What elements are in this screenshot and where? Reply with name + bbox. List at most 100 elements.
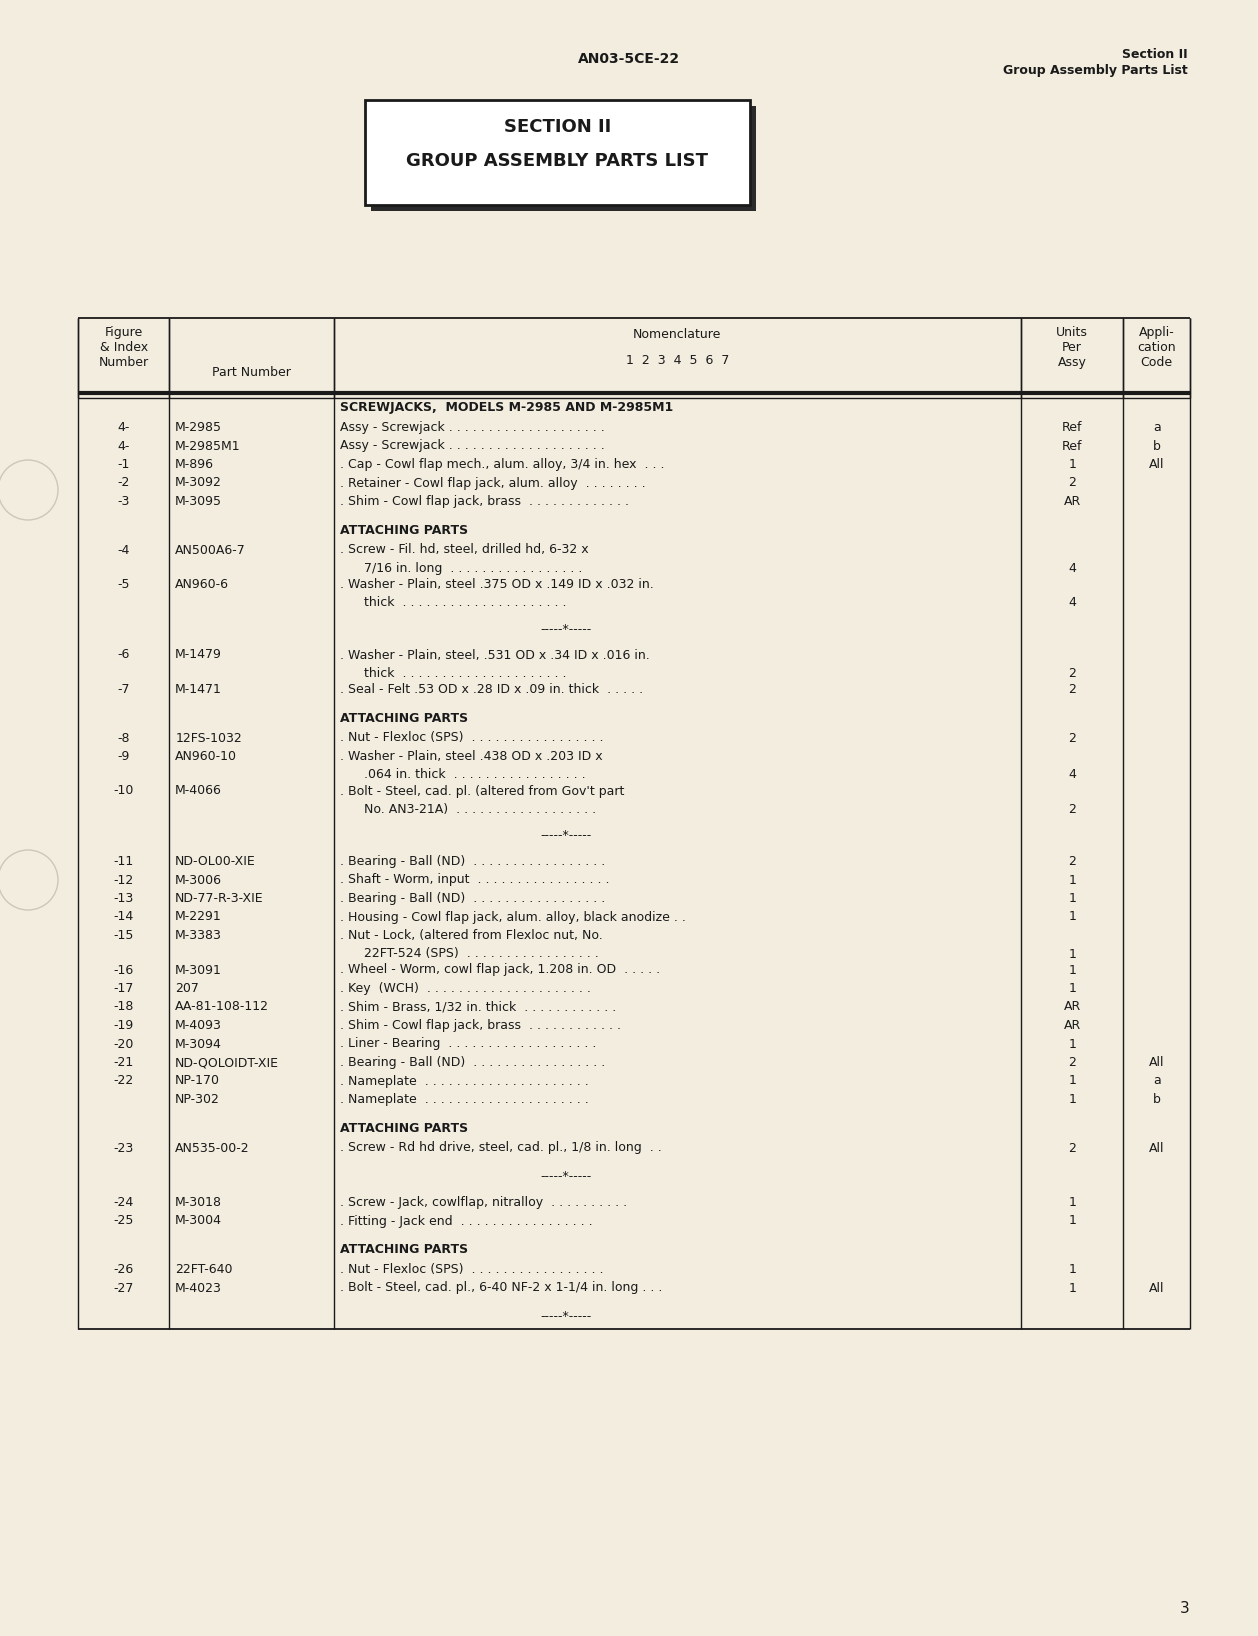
Text: -3: -3 xyxy=(117,496,130,509)
Text: 4: 4 xyxy=(1068,563,1076,574)
Text: 4: 4 xyxy=(1068,597,1076,610)
Text: 22FT-524 (SPS)  . . . . . . . . . . . . . . . . .: 22FT-524 (SPS) . . . . . . . . . . . . .… xyxy=(340,947,599,960)
Text: M-1479: M-1479 xyxy=(175,648,223,661)
Text: 1: 1 xyxy=(1068,982,1076,995)
Text: 2: 2 xyxy=(1068,803,1076,816)
Text: . Nut - Flexloc (SPS)  . . . . . . . . . . . . . . . . .: . Nut - Flexloc (SPS) . . . . . . . . . … xyxy=(340,1263,604,1276)
Text: 22FT-640: 22FT-640 xyxy=(175,1263,233,1276)
Text: Figure
& Index
Number: Figure & Index Number xyxy=(98,326,148,370)
Text: -26: -26 xyxy=(113,1263,133,1276)
Text: -15: -15 xyxy=(113,929,133,942)
Text: -16: -16 xyxy=(113,964,133,977)
Text: SECTION II: SECTION II xyxy=(504,118,611,136)
Text: -13: -13 xyxy=(113,892,133,905)
Text: Ref: Ref xyxy=(1062,440,1082,453)
Text: Assy - Screwjack . . . . . . . . . . . . . . . . . . . .: Assy - Screwjack . . . . . . . . . . . .… xyxy=(340,440,605,453)
Text: a: a xyxy=(1152,1075,1161,1088)
Text: 2: 2 xyxy=(1068,682,1076,695)
Text: M-3004: M-3004 xyxy=(175,1214,223,1227)
Text: . Wheel - Worm, cowl flap jack, 1.208 in. OD  . . . . .: . Wheel - Worm, cowl flap jack, 1.208 in… xyxy=(340,964,660,977)
Text: 1: 1 xyxy=(1068,1281,1076,1294)
Text: -14: -14 xyxy=(113,911,133,923)
Text: . Nut - Flexloc (SPS)  . . . . . . . . . . . . . . . . .: . Nut - Flexloc (SPS) . . . . . . . . . … xyxy=(340,731,604,744)
Text: AR: AR xyxy=(1063,1001,1081,1013)
Text: Units
Per
Assy: Units Per Assy xyxy=(1057,326,1088,370)
Text: . Shim - Cowl flap jack, brass  . . . . . . . . . . . .: . Shim - Cowl flap jack, brass . . . . .… xyxy=(340,1019,620,1032)
Text: M-2985M1: M-2985M1 xyxy=(175,440,240,453)
Circle shape xyxy=(0,851,58,910)
Text: . Screw - Fil. hd, steel, drilled hd, 6-32 x: . Screw - Fil. hd, steel, drilled hd, 6-… xyxy=(340,543,589,556)
Text: -----*-----: -----*----- xyxy=(540,1170,591,1183)
Text: . Shim - Brass, 1/32 in. thick  . . . . . . . . . . . .: . Shim - Brass, 1/32 in. thick . . . . .… xyxy=(340,1001,616,1013)
Text: -21: -21 xyxy=(113,1055,133,1068)
Text: . Nameplate  . . . . . . . . . . . . . . . . . . . . .: . Nameplate . . . . . . . . . . . . . . … xyxy=(340,1075,589,1088)
Text: M-2291: M-2291 xyxy=(175,911,221,923)
Text: 1: 1 xyxy=(1068,1075,1076,1088)
Text: . Bearing - Ball (ND)  . . . . . . . . . . . . . . . . .: . Bearing - Ball (ND) . . . . . . . . . … xyxy=(340,892,605,905)
Text: 1: 1 xyxy=(1068,1196,1076,1209)
Text: M-3006: M-3006 xyxy=(175,874,223,887)
Text: -27: -27 xyxy=(113,1281,133,1294)
Text: . Washer - Plain, steel .375 OD x .149 ID x .032 in.: . Washer - Plain, steel .375 OD x .149 I… xyxy=(340,578,653,591)
Text: -22: -22 xyxy=(113,1075,133,1088)
Text: Part Number: Part Number xyxy=(213,366,291,380)
Text: GROUP ASSEMBLY PARTS LIST: GROUP ASSEMBLY PARTS LIST xyxy=(406,152,708,170)
Text: -2: -2 xyxy=(117,476,130,489)
Text: Group Assembly Parts List: Group Assembly Parts List xyxy=(1003,64,1188,77)
Text: All: All xyxy=(1149,458,1165,471)
Text: 2: 2 xyxy=(1068,476,1076,489)
Text: 4-: 4- xyxy=(117,440,130,453)
Text: . Bearing - Ball (ND)  . . . . . . . . . . . . . . . . .: . Bearing - Ball (ND) . . . . . . . . . … xyxy=(340,1055,605,1068)
Text: AN03-5CE-22: AN03-5CE-22 xyxy=(577,52,681,65)
Text: All: All xyxy=(1149,1055,1165,1068)
Text: -11: -11 xyxy=(113,856,133,869)
Text: -6: -6 xyxy=(117,648,130,661)
Text: -8: -8 xyxy=(117,731,130,744)
Text: 12FS-1032: 12FS-1032 xyxy=(175,731,242,744)
Text: AA-81-108-112: AA-81-108-112 xyxy=(175,1001,269,1013)
Text: ATTACHING PARTS: ATTACHING PARTS xyxy=(340,712,468,725)
Text: -10: -10 xyxy=(113,785,133,797)
Text: thick  . . . . . . . . . . . . . . . . . . . . .: thick . . . . . . . . . . . . . . . . . … xyxy=(340,667,566,681)
Text: b: b xyxy=(1152,440,1161,453)
Text: ATTACHING PARTS: ATTACHING PARTS xyxy=(340,1243,468,1256)
Text: NP-170: NP-170 xyxy=(175,1075,220,1088)
Text: NP-302: NP-302 xyxy=(175,1093,220,1106)
Text: ATTACHING PARTS: ATTACHING PARTS xyxy=(340,524,468,537)
Text: M-4023: M-4023 xyxy=(175,1281,223,1294)
Text: -----*-----: -----*----- xyxy=(540,829,591,843)
Text: 4-: 4- xyxy=(117,420,130,434)
Text: b: b xyxy=(1152,1093,1161,1106)
Text: 1  2  3  4  5  6  7: 1 2 3 4 5 6 7 xyxy=(625,353,730,366)
Text: Appli-
cation
Code: Appli- cation Code xyxy=(1137,326,1176,370)
Text: 3: 3 xyxy=(1180,1602,1190,1616)
Text: . Screw - Rd hd drive, steel, cad. pl., 1/8 in. long  . .: . Screw - Rd hd drive, steel, cad. pl., … xyxy=(340,1142,662,1155)
Text: -23: -23 xyxy=(113,1142,133,1155)
Text: ND-77-R-3-XIE: ND-77-R-3-XIE xyxy=(175,892,264,905)
Text: 2: 2 xyxy=(1068,731,1076,744)
Text: 4: 4 xyxy=(1068,769,1076,782)
Text: 1: 1 xyxy=(1068,947,1076,960)
Text: Assy - Screwjack . . . . . . . . . . . . . . . . . . . .: Assy - Screwjack . . . . . . . . . . . .… xyxy=(340,420,605,434)
Text: 2: 2 xyxy=(1068,856,1076,869)
Text: 1: 1 xyxy=(1068,1037,1076,1050)
Text: 2: 2 xyxy=(1068,1142,1076,1155)
Text: M-896: M-896 xyxy=(175,458,214,471)
Text: Ref: Ref xyxy=(1062,420,1082,434)
Text: . Nameplate  . . . . . . . . . . . . . . . . . . . . .: . Nameplate . . . . . . . . . . . . . . … xyxy=(340,1093,589,1106)
Text: . Washer - Plain, steel .438 OD x .203 ID x: . Washer - Plain, steel .438 OD x .203 I… xyxy=(340,749,603,762)
Text: 7/16 in. long  . . . . . . . . . . . . . . . . .: 7/16 in. long . . . . . . . . . . . . . … xyxy=(340,563,582,574)
Text: 1: 1 xyxy=(1068,964,1076,977)
Text: . Bolt - Steel, cad. pl., 6-40 NF-2 x 1-1/4 in. long . . .: . Bolt - Steel, cad. pl., 6-40 NF-2 x 1-… xyxy=(340,1281,662,1294)
Text: 1: 1 xyxy=(1068,892,1076,905)
Text: 2: 2 xyxy=(1068,667,1076,681)
Text: M-4066: M-4066 xyxy=(175,785,223,797)
Text: a: a xyxy=(1152,420,1161,434)
Text: All: All xyxy=(1149,1281,1165,1294)
Text: . Nut - Lock, (altered from Flexloc nut, No.: . Nut - Lock, (altered from Flexloc nut,… xyxy=(340,929,603,942)
Text: M-4093: M-4093 xyxy=(175,1019,223,1032)
Text: M-2985: M-2985 xyxy=(175,420,223,434)
Text: 1: 1 xyxy=(1068,458,1076,471)
Text: . Key  (WCH)  . . . . . . . . . . . . . . . . . . . . .: . Key (WCH) . . . . . . . . . . . . . . … xyxy=(340,982,591,995)
Text: M-3383: M-3383 xyxy=(175,929,223,942)
